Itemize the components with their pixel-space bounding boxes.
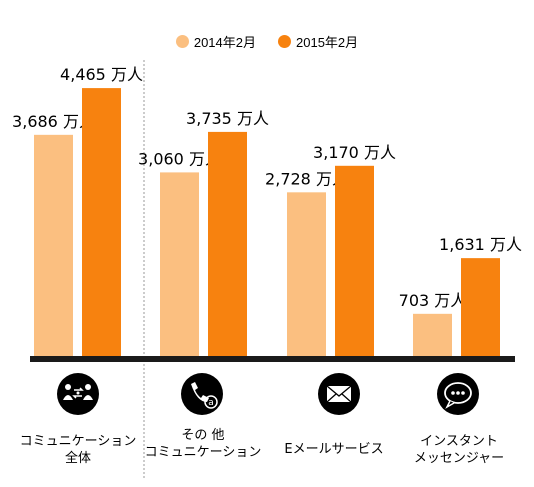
category-label-3-line1: インスタント <box>420 434 498 449</box>
legend-label-2015: 2015年2月 <box>296 35 359 50</box>
data-label-2015-3: 1,631 万人 <box>439 235 522 254</box>
envelope-icon <box>318 373 360 415</box>
category-label-0: コミュニケーション 全体 <box>13 433 143 467</box>
data-label-2015-1: 3,735 万人 <box>186 109 269 128</box>
bar-2014-2 <box>287 192 326 356</box>
category-label-2: Eメールサービス <box>269 441 399 458</box>
phone-at-icon: a <box>181 373 223 415</box>
x-axis-baseline <box>30 356 515 362</box>
legend-item-2015: 2015年2月 <box>278 32 358 51</box>
category-label-2-line1: Eメールサービス <box>284 442 384 457</box>
legend-item-2014: 2014年2月 <box>175 32 256 51</box>
chat-bubble-icon <box>437 373 479 415</box>
people-exchange-icon <box>57 373 99 415</box>
bar-2015-3 <box>461 258 500 356</box>
legend-swatch-2014 <box>175 35 189 48</box>
category-label-0-line2: 全体 <box>64 451 91 466</box>
bar-2015-1 <box>208 131 247 356</box>
bar-2015-0 <box>82 88 121 356</box>
legend-label-2014: 2014年2月 <box>193 35 256 50</box>
bar-2014-3 <box>413 313 452 356</box>
data-label-2015-0: 4,465 万人 <box>60 65 143 84</box>
bar-2015-2 <box>335 165 374 356</box>
data-label-2014-0: 3,686 万人 <box>12 112 95 131</box>
category-label-0-line1: コミュニケーション <box>19 434 137 449</box>
category-label-3-line2: メッセンジャー <box>413 451 505 466</box>
data-label-2014-2: 2,728 万人 <box>265 169 348 188</box>
data-label-2015-2: 3,170 万人 <box>313 143 396 162</box>
data-label-2014-3: 703 万人 <box>399 291 467 310</box>
category-label-1-line2: コミュニケーション <box>144 445 262 460</box>
category-label-1-line1: その 他 <box>181 428 225 443</box>
svg-text:a: a <box>208 398 214 408</box>
bar-2014-1 <box>160 172 199 356</box>
bar-2014-0 <box>34 134 73 356</box>
data-label-2014-1: 3,060 万人 <box>138 149 221 168</box>
legend: 2014年2月 2015年2月 <box>0 32 534 51</box>
category-label-1: その 他 コミュニケーション <box>138 427 268 461</box>
legend-swatch-2015 <box>278 35 291 48</box>
category-label-3: インスタント メッセンジャー <box>394 433 524 467</box>
